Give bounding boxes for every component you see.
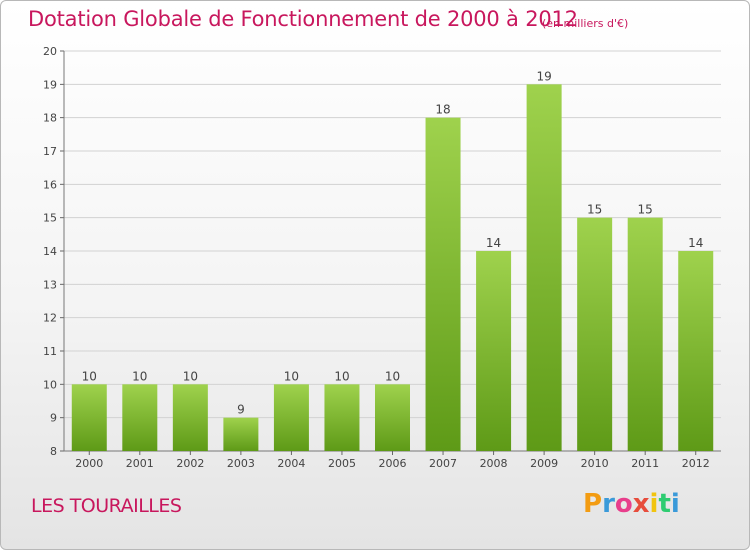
y-tick-label: 20 [43,45,57,58]
x-tick-label: 2004 [277,457,305,470]
bar [627,217,663,451]
bar-value-label: 19 [536,69,551,83]
bar-value-label: 15 [587,203,602,217]
x-tick-label: 2006 [379,457,407,470]
bar-value-label: 14 [688,236,703,250]
bar-value-label: 10 [385,369,400,383]
y-tick-label: 13 [43,278,57,291]
logo-letter: t [658,489,671,519]
bar-value-label: 10 [334,369,349,383]
y-tick-label: 14 [43,245,57,258]
y-tick-label: 11 [43,345,57,358]
bar-value-label: 14 [486,236,501,250]
x-tick-label: 2011 [631,457,659,470]
x-tick-label: 2012 [682,457,710,470]
y-tick-label: 12 [43,312,57,325]
bar [476,251,512,451]
bar-value-label: 9 [237,403,245,417]
proxiti-logo: Proxiti [583,489,680,519]
y-tick-label: 16 [43,178,57,191]
y-tick-label: 18 [43,112,57,125]
logo-letter: o [614,489,633,519]
y-tick-label: 19 [43,78,57,91]
bar [223,417,259,451]
logo-letter: i [649,489,659,519]
bar [273,384,309,451]
y-tick-label: 10 [43,378,57,391]
commune-name: LES TOURAILLES [31,495,182,517]
x-tick-label: 2000 [75,457,103,470]
y-tick-label: 15 [43,212,57,225]
bar [172,384,208,451]
bar-value-label: 10 [183,369,198,383]
y-tick-label: 9 [50,412,57,425]
bar [577,217,613,451]
bar-value-label: 15 [638,203,653,217]
chart-title: Dotation Globale de Fonctionnement de 20… [28,7,578,31]
bar-value-label: 18 [435,103,450,117]
x-tick-label: 2002 [176,457,204,470]
x-tick-label: 2007 [429,457,457,470]
unit-note: (en milliers d'€) [542,17,629,30]
bar [678,251,714,451]
y-tick-label: 17 [43,145,57,158]
bar-value-label: 10 [82,369,97,383]
logo-letter: P [583,489,603,519]
logo-letter: i [670,489,680,519]
x-tick-label: 2005 [328,457,356,470]
bar [71,384,107,451]
labels: 8910111213141516171819201020001020011020… [43,45,710,470]
x-tick-label: 2010 [581,457,609,470]
bars [71,84,714,452]
logo-letter: r [602,489,615,519]
bar-value-label: 10 [132,369,147,383]
x-tick-label: 2003 [227,457,255,470]
bar-value-label: 10 [284,369,299,383]
x-tick-label: 2001 [126,457,154,470]
bar [526,84,562,451]
bar [122,384,158,451]
bar [425,117,461,452]
logo-letter: x [632,489,650,519]
bar [324,384,360,451]
x-tick-label: 2009 [530,457,558,470]
y-tick-label: 8 [50,445,57,458]
x-tick-label: 2008 [480,457,508,470]
bar [375,384,410,451]
